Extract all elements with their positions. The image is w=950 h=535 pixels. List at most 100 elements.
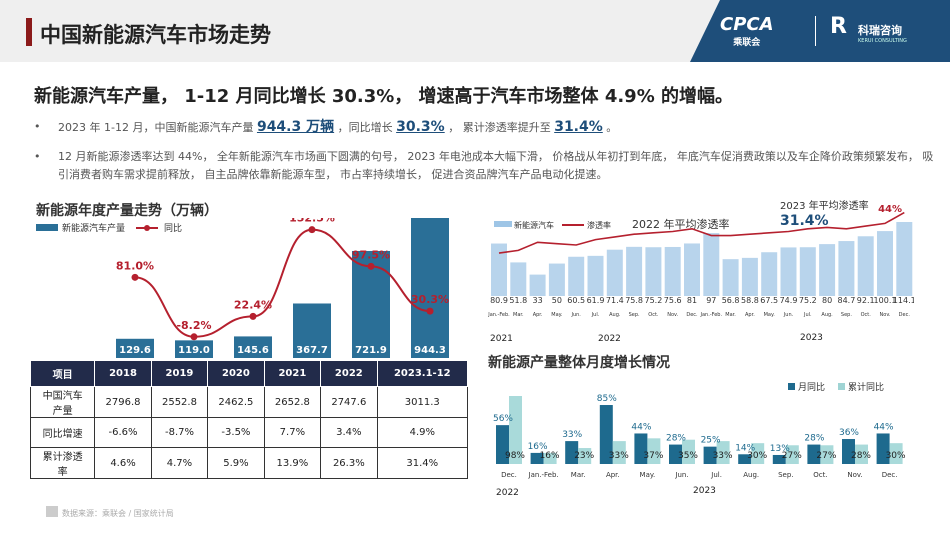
table-cell: 31.4% xyxy=(376,447,469,479)
legend-monthly: 月同比 xyxy=(798,381,825,393)
month-value-12: 56.8 xyxy=(722,296,740,305)
yoy-label-2018: 81.0% xyxy=(116,259,154,272)
cumulative-bar-4 xyxy=(647,438,661,464)
cumulative-bar-8 xyxy=(785,445,799,464)
table-cell: 2652.8 xyxy=(263,386,322,418)
monthly-bar-5 xyxy=(669,444,682,464)
monthly-bar-3 xyxy=(599,405,613,464)
growth-value: 30.3% xyxy=(396,119,445,135)
month-tick-10: Nov. xyxy=(847,471,862,479)
month-bar-2 xyxy=(529,274,546,296)
table-cell: 5.9% xyxy=(207,447,265,479)
table-header-0: 项目 xyxy=(29,360,96,387)
month-value-20: 100.1 xyxy=(874,296,897,305)
cumulative-bar-3 xyxy=(612,441,626,464)
header-bar: 中国新能源汽车市场走势 CPCA 乘联会 R 科瑞咨询 KERUI CONSULT… xyxy=(0,0,950,62)
table-row: 同比增速 -6.6% -8.7% -3.5% 7.7% 3.4% 4.9% xyxy=(29,417,469,448)
bar-2023.1-12 xyxy=(411,218,449,358)
table-cell: 4.6% xyxy=(94,447,152,479)
table-header-5: 2022 xyxy=(320,360,378,387)
monthly-bar-0 xyxy=(496,425,509,464)
monthly-label-11: 44% xyxy=(874,422,894,432)
month-tick-3: May. xyxy=(551,312,563,318)
month-tick-9: Nov. xyxy=(667,312,678,318)
year-2021: 2021 xyxy=(490,334,513,344)
source-icon xyxy=(46,506,58,517)
month-bar-21 xyxy=(896,222,913,296)
month-tick-1: Mar. xyxy=(513,312,524,318)
table-cell: 2552.8 xyxy=(150,386,209,418)
yoy-point-2022 xyxy=(367,262,375,270)
monthly-label-7: 14% xyxy=(735,443,755,453)
monthly-bar-7 xyxy=(738,454,752,464)
month-value-13: 58.8 xyxy=(741,296,759,305)
cumulative-label-11: 30% xyxy=(886,451,906,461)
cumulative-bar-6 xyxy=(716,441,730,464)
cumulative-label-9: 27% xyxy=(816,451,836,461)
month-tick-18: Sep. xyxy=(841,312,852,318)
table-header-2: 2019 xyxy=(150,360,209,387)
cumulative-bar-11 xyxy=(889,443,903,464)
monthly-label-2: 33% xyxy=(562,430,582,440)
month-value-11: 97 xyxy=(706,296,716,305)
month-value-9: 75.6 xyxy=(664,296,682,305)
month-bar-3 xyxy=(548,263,565,296)
month-value-6: 71.4 xyxy=(606,296,624,305)
table-header-row: 项目 2018 2019 2020 2021 2022 2023.1-12 xyxy=(29,360,469,387)
table-cell: 3011.3 xyxy=(376,386,469,418)
table-cell: 4.7% xyxy=(150,447,209,479)
yoy-point-2021 xyxy=(308,226,316,234)
month-tick-4: Jun. xyxy=(570,312,581,318)
month-value-4: 60.5 xyxy=(567,296,585,305)
month-bar-4 xyxy=(568,256,585,296)
monthly-label-9: 28% xyxy=(804,434,824,444)
month-tick-8: Sep. xyxy=(778,471,793,479)
month-value-16: 75.2 xyxy=(799,296,817,305)
month-tick-11: Dec. xyxy=(882,471,898,479)
table-header-6: 2023.1-12 xyxy=(376,360,469,387)
monthly-label-6: 25% xyxy=(701,436,721,446)
table-cell: 3.4% xyxy=(320,417,378,448)
month-value-2: 33 xyxy=(533,296,543,305)
cumulative-bar-7 xyxy=(751,443,765,464)
month-tick-0: Jan.-Feb. xyxy=(487,312,510,318)
monthly-bar-9 xyxy=(807,444,821,464)
logo-panel xyxy=(690,0,950,62)
year-2023: 2023 xyxy=(800,333,823,343)
monthly-bar-1 xyxy=(530,452,544,464)
cumulative-label-6: 33% xyxy=(713,451,733,461)
cumulative-label-5: 35% xyxy=(678,451,698,461)
bar-2019 xyxy=(175,340,213,358)
monthly-label-5: 28% xyxy=(666,434,686,444)
logo-divider xyxy=(815,16,816,46)
legend-line-marker xyxy=(144,225,150,231)
yoy-point-2020 xyxy=(249,312,257,320)
month-value-18: 84.7 xyxy=(837,296,855,305)
month-tick-12: Mar. xyxy=(725,312,736,318)
month-tick-2: Apr. xyxy=(533,312,543,318)
cpca-logo: CPCA 乘联会 xyxy=(720,14,774,48)
month-bar-1 xyxy=(510,262,527,296)
table-cell: 7.7% xyxy=(263,417,322,448)
table-cell: 2747.6 xyxy=(320,386,378,418)
month-tick-3: Apr. xyxy=(606,471,620,479)
table-header-1: 2018 xyxy=(94,360,152,387)
month-tick-6: Aug. xyxy=(609,312,621,318)
kerui-logo-sub: KERUI CONSULTING xyxy=(858,38,907,44)
legend-bar-label: 新能源汽车产量 xyxy=(62,222,125,234)
penetration-value: 31.4% xyxy=(554,119,603,135)
yoy-line xyxy=(134,228,431,338)
month-tick-16: Jul. xyxy=(803,312,812,318)
cumulative-bar-5 xyxy=(682,439,695,464)
month-bar-13 xyxy=(741,257,758,296)
bullet-dot: • xyxy=(34,150,41,163)
bar-2021 xyxy=(293,303,331,358)
right-bottom-title: 新能源产量整体月度增长情况 xyxy=(488,355,670,371)
yoy-point-2023.1-12 xyxy=(426,307,434,315)
production-table: 项目 2018 2019 2020 2021 2022 2023.1-12 中国汽车 产量 27… xyxy=(29,360,469,479)
month-tick-7: Aug. xyxy=(743,471,759,479)
cumulative-label-8: 27% xyxy=(782,451,802,461)
cumulative-label-7: 30% xyxy=(747,451,767,461)
cumulative-bar-0 xyxy=(509,396,522,464)
month-tick-10: Dec. xyxy=(686,312,698,318)
